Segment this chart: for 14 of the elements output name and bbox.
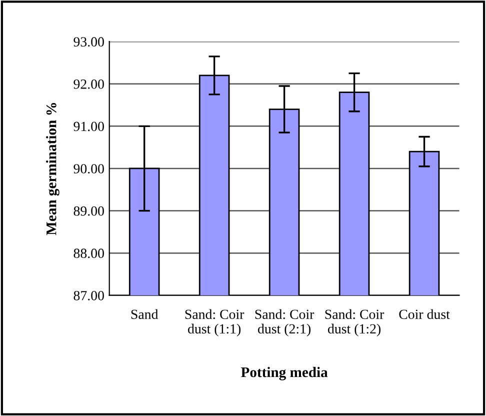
x-tick-label: Sand: Coir dust (2:1): [255, 309, 314, 336]
y-tick-label: 90.00: [74, 164, 104, 174]
y-tick-label: 91.00: [74, 122, 104, 132]
y-tick-label: 89.00: [74, 206, 104, 216]
y-tick-label: 87.00: [74, 290, 104, 300]
y-tick-label: 88.00: [74, 248, 104, 258]
y-tick-label: 92.00: [74, 79, 104, 89]
y-axis-title: Mean germination %: [46, 103, 60, 236]
x-tick-label: Sand: Coir dust (1:2): [325, 309, 384, 336]
x-tick-label: Coir dust: [399, 309, 450, 320]
x-tick-label: Sand: Coir dust (1:1): [185, 309, 244, 336]
x-axis-title: Potting media: [241, 366, 328, 380]
y-tick-label: 93.00: [74, 37, 104, 47]
x-tick-label: Sand: [131, 309, 158, 320]
